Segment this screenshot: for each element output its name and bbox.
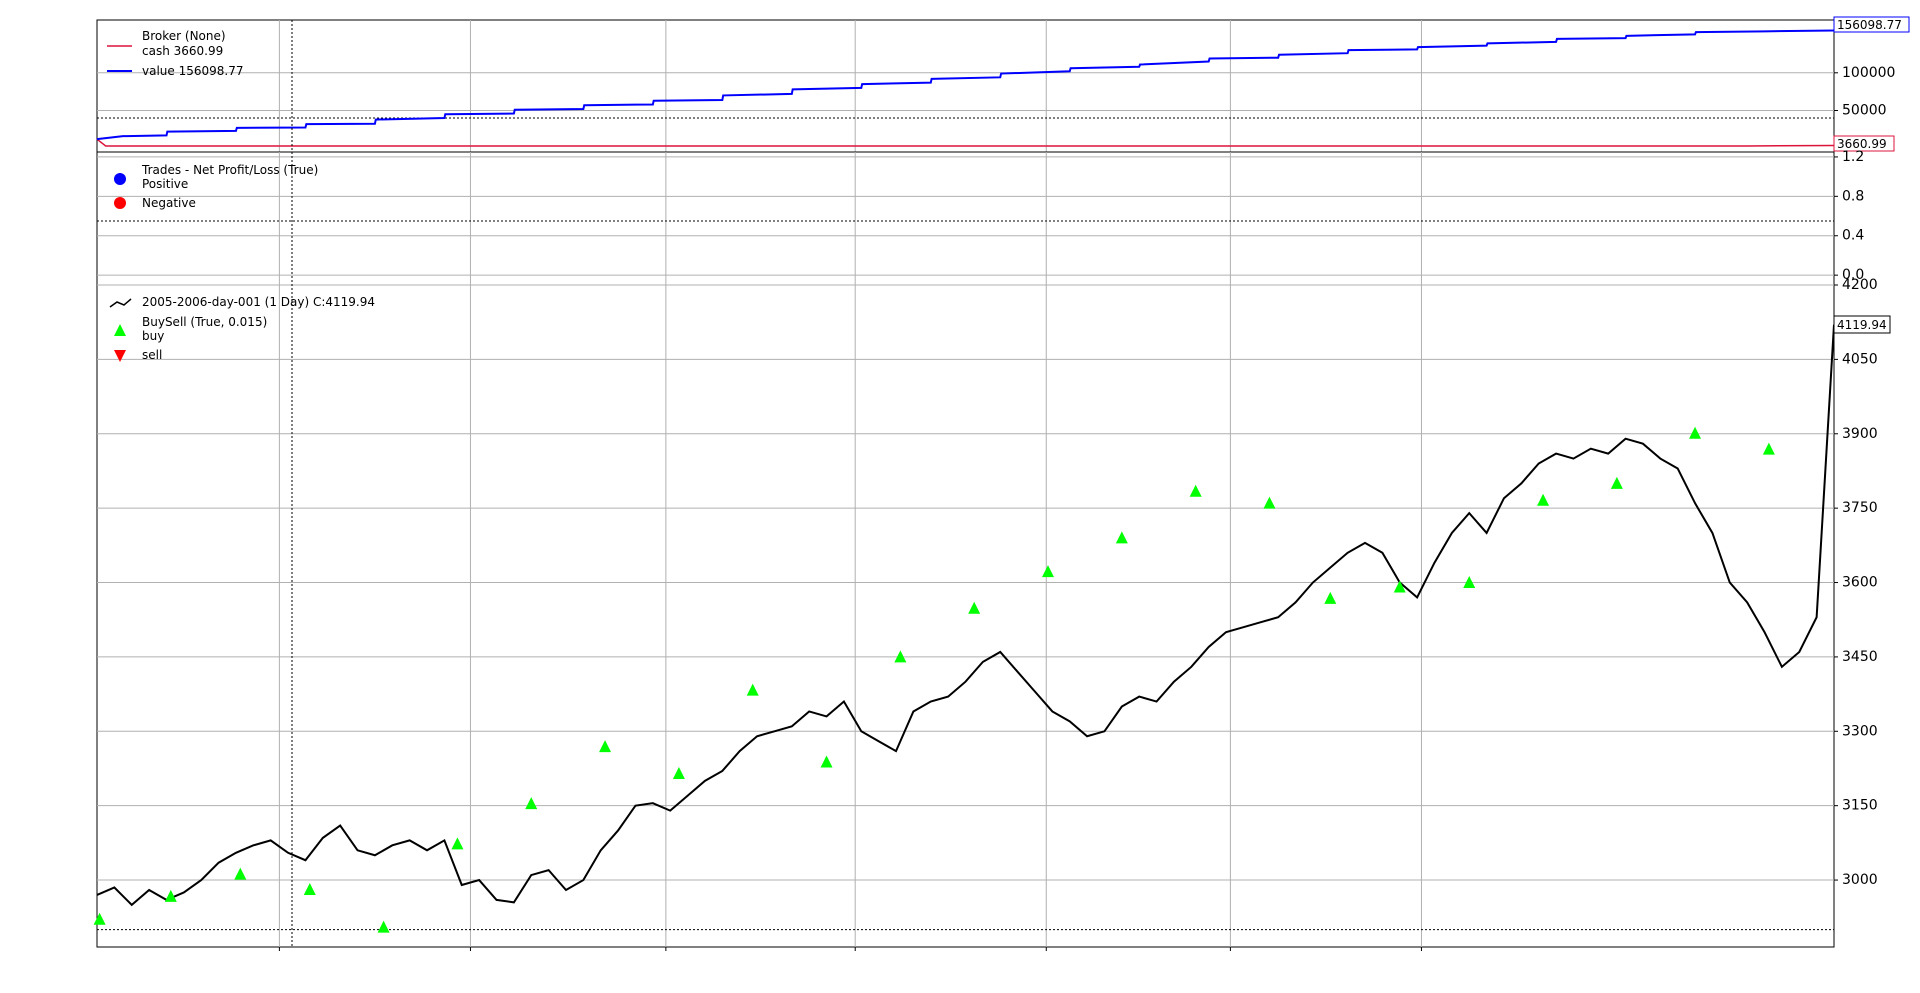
buy-marker [1689,426,1702,439]
x-ticks [278,947,1422,951]
y-tick-label: 3900 [1842,426,1878,442]
buy-marker [525,797,538,810]
cash-series-line [96,138,1835,147]
buy-marker [1263,496,1276,509]
price-series-line [96,324,1835,907]
y-tick-label: 1.2 [1842,149,1864,165]
buy-marker [1463,576,1476,589]
trades-panel: 0.0 0.4 0.8 1.2 Trades - Net Profit/Loss (T… [96,149,1864,286]
price-frame [96,284,1835,948]
y-tick-label: 3750 [1842,500,1878,516]
buy-marker [451,837,464,850]
buy-marker [894,650,907,663]
value-legend-label: value 156098.77 [142,64,243,78]
y-tick-label: 0.0 [1842,267,1864,283]
y-tick-label: 3150 [1842,798,1878,814]
y-tick-label: 50000 [1842,103,1887,119]
buy-legend-marker [114,324,126,336]
buy-marker [672,766,685,779]
cash-legend-label: cash 3660.99 [142,44,223,58]
trades-legend: Trades - Net Profit/Loss (True) Positive… [114,163,318,210]
y-tick-label: 3300 [1842,723,1878,739]
trades-legend-title: Trades - Net Profit/Loss (True) [141,163,318,177]
cash-last-tag-box [1833,135,1895,152]
buysell-legend-title: BuySell (True, 0.015) [142,315,267,329]
broker-legend-title: Broker (None) [142,29,226,43]
buy-marker [1042,565,1055,578]
y-tick-label: 0.8 [1842,188,1864,204]
buy-marker [377,920,390,933]
y-tick-label: 3600 [1842,575,1878,591]
buy-marker [93,912,106,925]
buy-marker [1393,580,1406,593]
y-tick-label: 4050 [1842,351,1878,367]
trades-grid [97,152,1834,285]
y-tick-label: 4200 [1842,277,1878,293]
positive-legend-label: Positive [142,177,188,191]
sell-legend-label: sell [142,348,162,362]
y-tick-label: 100000 [1842,65,1895,81]
negative-legend-label: Negative [142,196,196,210]
y-tick-label: 3450 [1842,649,1878,665]
broker-frame [96,19,1835,153]
buy-markers [93,426,1775,933]
broker-grid [97,20,1834,152]
buy-marker [820,755,833,768]
buy-marker [303,882,316,895]
buy-marker [1115,531,1128,544]
sell-legend-marker [114,350,126,362]
trades-frame [96,151,1835,286]
y-tick-label: 3000 [1842,872,1878,888]
buy-marker [1610,476,1623,489]
value-last-tag-box [1833,16,1910,33]
broker-legend: Broker (None) cash 3660.99 value 156098.… [107,29,243,78]
buy-marker [1762,442,1775,455]
buy-legend-label: buy [142,329,164,343]
buy-marker [234,867,247,880]
cash-last-tag: 3660.99 [1837,137,1887,151]
buy-marker [164,889,177,902]
buy-marker [1189,484,1202,497]
price-legend-label: 2005-2006-day-001 (1 Day) C:4119.94 [142,295,375,309]
price-legend: 2005-2006-day-001 (1 Day) C:4119.94 BuyS… [109,295,375,362]
broker-panel: 50000 100000 156098.77 3660.99 Broker (No… [96,16,1910,153]
positive-legend-marker [114,173,126,185]
buy-marker [968,601,981,614]
price-last-tag: 4119.94 [1837,318,1887,332]
price-last-tag-box [1833,315,1891,334]
buy-marker [746,683,759,696]
value-series-line [96,29,1835,141]
price-grid [97,284,1834,947]
value-last-tag: 156098.77 [1837,18,1902,32]
trades-y-ticks: 0.0 0.4 0.8 1.2 [1834,149,1864,283]
price-legend-swatch [109,298,132,308]
buy-marker [1537,493,1550,506]
y-tick-label: 0.4 [1842,228,1864,244]
negative-legend-marker [114,197,126,209]
broker-y-ticks: 50000 100000 [1834,65,1895,119]
price-y-ticks: 3000 3150 3300 3450 3600 3750 3900 4050 4200 [1834,277,1878,888]
price-panel: 3000 3150 3300 3450 3600 3750 3900 4050 4200 411… [93,277,1891,951]
buy-marker [599,740,612,753]
buy-marker [1324,591,1337,604]
